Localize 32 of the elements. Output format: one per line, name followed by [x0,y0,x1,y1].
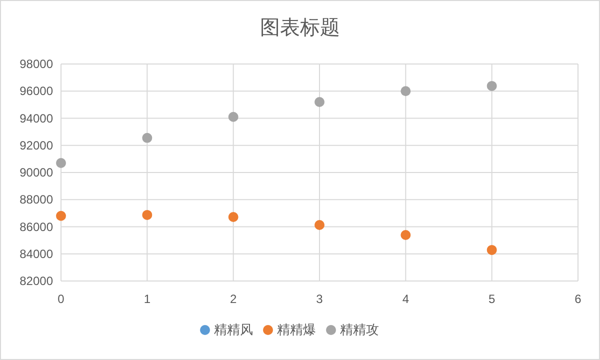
x-tick-label: 1 [144,292,151,306]
y-tick-label: 90000 [20,166,54,180]
y-tick-label: 82000 [20,274,54,288]
legend-label: 精精攻 [340,322,379,337]
x-tick-label: 5 [488,292,496,306]
point [228,212,238,222]
x-tick-label: 2 [230,292,237,306]
y-tick-label: 92000 [20,138,54,152]
y-tick-label: 94000 [20,111,54,126]
point [228,112,238,122]
x-tick-label: 3 [316,292,324,306]
chart-title: 图表标题 [260,17,340,39]
point [486,244,497,255]
point [486,80,497,91]
y-tick-label: 84000 [20,246,54,261]
point [56,158,66,168]
point [314,96,324,107]
legend-label: 精精爆 [277,322,316,337]
x-tick-label: 0 [58,292,65,306]
y-tick-label: 98000 [20,57,54,71]
point [56,210,66,221]
y-tick-label: 96000 [20,84,54,98]
point [142,210,152,220]
y-tick-label: 88000 [20,192,54,207]
point [142,132,152,143]
legend-label: 精精风 [214,322,253,337]
x-tick-label: 6 [574,292,582,306]
y-tick-label: 86000 [20,220,54,234]
point [314,220,324,230]
point [400,230,411,240]
point [400,86,411,96]
x-tick-label: 4 [402,292,410,306]
